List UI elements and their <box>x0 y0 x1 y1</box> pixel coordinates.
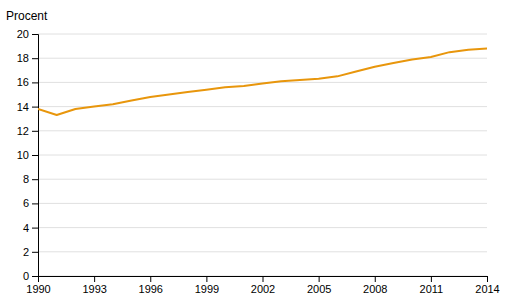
tick-mark <box>32 179 38 180</box>
grid <box>38 34 487 276</box>
tick-mark <box>32 131 38 132</box>
tick-mark <box>263 276 264 282</box>
y-tick: 14 <box>17 101 38 113</box>
y-tick: 18 <box>17 52 38 64</box>
tick-label: 2005 <box>307 283 331 295</box>
y-tick: 8 <box>23 173 38 185</box>
x-tick: 1993 <box>82 276 106 295</box>
y-tick: 10 <box>17 149 38 161</box>
x-tick: 1996 <box>139 276 163 295</box>
tick-mark <box>32 228 38 229</box>
tick-mark <box>32 107 38 108</box>
y-tick: 2 <box>23 246 38 258</box>
tick-label: 2002 <box>251 283 275 295</box>
tick-label: 1990 <box>26 283 50 295</box>
chart: 1990199319961999200220052008201120140246… <box>0 0 505 302</box>
tick-label: 12 <box>17 125 29 137</box>
x-tick: 2008 <box>363 276 387 295</box>
tick-mark <box>319 276 320 282</box>
tick-mark <box>32 58 38 59</box>
data-line <box>38 49 487 116</box>
tick-label: 16 <box>17 76 29 88</box>
plot-area: 1990199319961999200220052008201120140246… <box>17 28 500 295</box>
tick-mark <box>431 276 432 282</box>
tick-label: 2008 <box>363 283 387 295</box>
x-tick: 1999 <box>195 276 219 295</box>
tick-label: 1996 <box>139 283 163 295</box>
x-axis: 1990 1993 1996 1999 2002 2005 2008 2011 2014 <box>26 276 499 295</box>
x-tick: 2011 <box>420 276 444 295</box>
tick-mark <box>32 252 38 253</box>
x-tick: 2002 <box>251 276 275 295</box>
tick-mark <box>32 203 38 204</box>
grid-line <box>38 130 487 131</box>
tick-label: 0 <box>23 270 29 282</box>
grid-line <box>38 203 487 204</box>
tick-mark <box>375 276 376 282</box>
grid-line <box>38 106 487 107</box>
tick-mark <box>150 276 151 282</box>
tick-mark <box>487 276 488 282</box>
tick-label: 6 <box>23 197 29 209</box>
tick-label: 20 <box>17 28 29 40</box>
tick-label: 10 <box>17 149 29 161</box>
y-tick: 16 <box>17 76 38 88</box>
tick-label: 14 <box>17 101 29 113</box>
y-axis-label: Procent <box>6 9 48 23</box>
tick-label: 4 <box>23 222 29 234</box>
y-tick: 20 <box>17 28 38 40</box>
tick-mark <box>32 34 38 35</box>
grid-line <box>38 227 487 228</box>
tick-label: 18 <box>17 52 29 64</box>
tick-mark <box>32 276 38 277</box>
grid-line <box>38 34 487 35</box>
x-tick: 1990 <box>26 276 50 295</box>
y-axis-line <box>32 35 39 277</box>
tick-mark <box>94 276 95 282</box>
x-tick: 2014 <box>475 276 499 295</box>
tick-mark <box>32 155 38 156</box>
tick-label: 2 <box>23 246 29 258</box>
grid-line <box>38 155 487 156</box>
x-axis-line <box>39 277 488 283</box>
tick-label: 1993 <box>82 283 106 295</box>
tick-label: 1999 <box>195 283 219 295</box>
series <box>38 49 487 116</box>
tick-label: 8 <box>23 173 29 185</box>
tick-label: 2014 <box>475 283 499 295</box>
y-tick: 4 <box>23 222 38 234</box>
y-tick: 6 <box>23 197 38 209</box>
x-tick: 2005 <box>307 276 331 295</box>
tick-label: 2011 <box>420 283 444 295</box>
tick-mark <box>32 82 38 83</box>
y-tick: 12 <box>17 125 38 137</box>
grid-line <box>38 179 487 180</box>
tick-mark <box>206 276 207 282</box>
y-tick: 0 <box>23 270 38 282</box>
y-axis: 0 2 4 6 8 10 12 14 16 18 20 <box>17 28 39 282</box>
grid-line <box>38 251 487 252</box>
